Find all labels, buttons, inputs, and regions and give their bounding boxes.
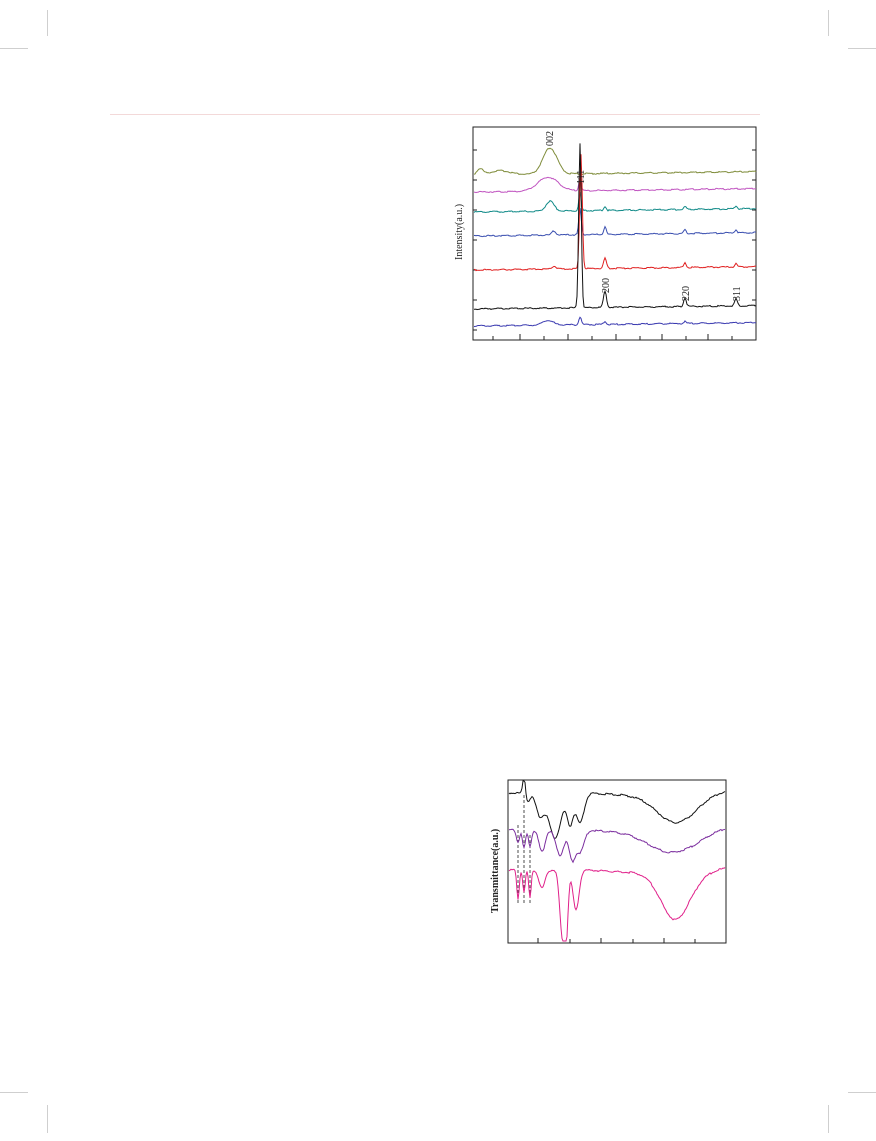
- peak-label-200: 200: [601, 278, 612, 293]
- xrd-series-line: [473, 208, 757, 238]
- ftir-series-line: [508, 828, 726, 864]
- peak-label-311: 311: [732, 286, 743, 301]
- xrd-traces: [473, 143, 757, 328]
- xrd-ylabel: Intensity(a.u.): [454, 204, 465, 260]
- peak-label-111: 111: [576, 170, 587, 184]
- ftir-ticks: [537, 938, 696, 943]
- xrd-series-line: [473, 316, 756, 328]
- xrd-series-line: [473, 176, 756, 194]
- xrd-series-line: [473, 147, 757, 175]
- crop-mark: [828, 1105, 829, 1133]
- crop-mark: [848, 1092, 876, 1093]
- xrd-series-line: [474, 143, 757, 311]
- xrd-plot-frame: [472, 126, 757, 341]
- ftir-plot-frame: [507, 779, 727, 944]
- crop-mark: [0, 1092, 28, 1093]
- ftir-series-line: [508, 780, 726, 839]
- xrd-chart: Intensity(a.u.) 002 111 200 220 311: [454, 126, 757, 341]
- header-rule: [110, 114, 760, 115]
- ftir-series-line: [508, 867, 726, 942]
- crop-mark: [47, 10, 48, 36]
- crop-mark: [0, 48, 28, 49]
- peak-label-220: 220: [681, 286, 692, 301]
- xrd-ticks: [473, 149, 756, 340]
- crop-mark: [848, 48, 876, 49]
- crop-mark: [828, 10, 829, 36]
- ftir-ylabel: Transmittance(a.u.): [490, 829, 501, 913]
- ftir-chart: Transmittance(a.u.): [490, 779, 727, 944]
- ftir-traces: [508, 780, 726, 942]
- ftir-guide-lines: [517, 795, 531, 905]
- xrd-figure: Intensity(a.u.) 002 111 200 220 311: [440, 120, 760, 350]
- peak-label-002: 002: [545, 131, 556, 146]
- xrd-series-line: [473, 192, 757, 214]
- ftir-figure: Transmittance(a.u.): [480, 775, 730, 950]
- crop-mark: [47, 1105, 48, 1133]
- xrd-series-line: [473, 154, 756, 272]
